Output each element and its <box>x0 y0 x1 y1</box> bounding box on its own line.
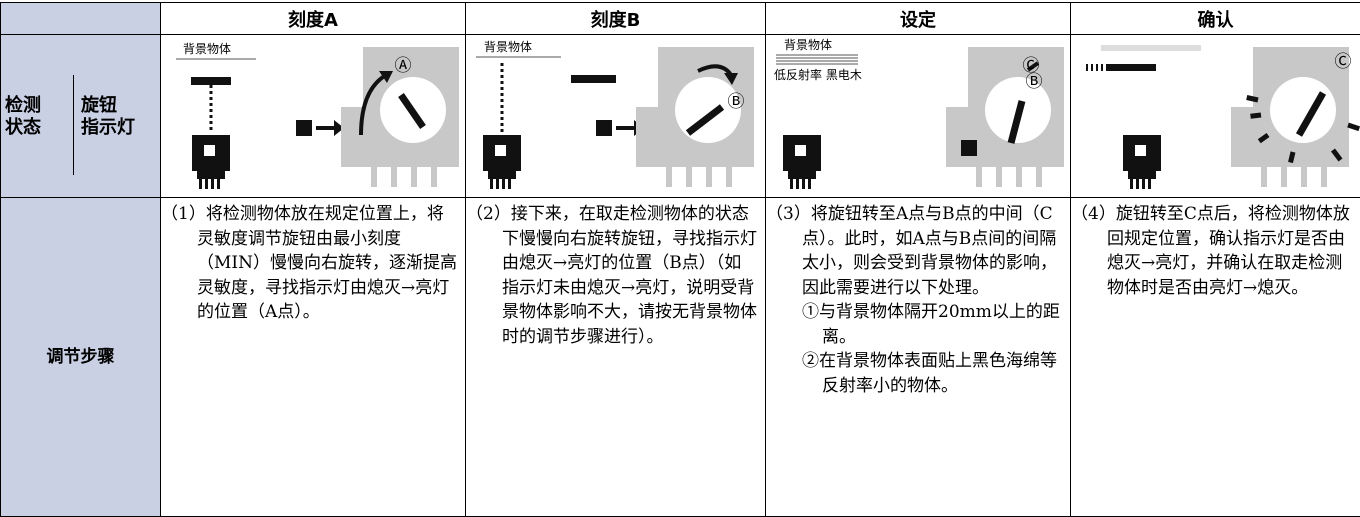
corner-cell <box>1 3 161 35</box>
sensor <box>197 169 225 179</box>
header-cell: 设定 <box>766 3 1071 35</box>
header-cell: 刻度A <box>161 3 466 35</box>
step-text: 将检测物体放在规定位置上，将灵敏度调节旋钮由最小刻度（MIN）慢慢向右旋转，逐渐… <box>197 204 457 322</box>
target <box>1101 45 1201 51</box>
target <box>1086 64 1088 71</box>
pin <box>790 179 793 189</box>
label-text: 旋钮 <box>81 95 135 117</box>
pin <box>706 167 712 187</box>
header-cell: 确认 <box>1071 3 1360 35</box>
step-text: 接下来，在取走检测物体的状态下慢慢向右旋转旋钮，寻找指示灯由熄灭→亮灯的位置（B… <box>502 204 757 347</box>
target <box>1096 64 1098 71</box>
diagram: 背景物体 Ⓐ <box>161 35 465 193</box>
indicator <box>495 145 506 156</box>
sensor <box>788 169 816 179</box>
pin <box>686 167 692 187</box>
step: （4）旋钮转至C点后，将检测物体放回规定位置，确认指示灯是否由熄灭→亮灯，并确认… <box>1071 198 1360 300</box>
step: （3）将旋钮转至A点与B点的中间（C点）。此时，如A点与B点间的间隔太小，则会受… <box>766 198 1070 300</box>
step: （1）将检测物体放在规定位置上，将灵敏度调节旋钮由最小刻度（MIN）慢慢向右旋转… <box>161 198 465 325</box>
target <box>1106 64 1156 71</box>
pin <box>371 167 377 187</box>
indicator <box>1135 145 1146 156</box>
position-marker: Ⓑ <box>1026 72 1043 92</box>
object-label: 低反射率 黑电木 <box>774 67 862 82</box>
step: （2）接下来，在取走检测物体的状态下慢慢向右旋转旋钮，寻找指示灯由熄灭→亮灯的位… <box>466 198 765 349</box>
pin <box>502 179 505 189</box>
pin <box>1261 167 1267 187</box>
label-text: 检测 <box>5 95 41 117</box>
label-text: 状态 <box>5 117 41 139</box>
indicator <box>596 120 612 136</box>
object-label: 背景物体 <box>484 40 532 54</box>
row-label: 调节步骤 <box>1 198 161 517</box>
light-ray <box>1348 125 1359 129</box>
diagram: Ⓒ <box>1071 35 1360 193</box>
pin <box>1016 167 1022 187</box>
step-cell: （4）旋钮转至C点后，将检测物体放回规定位置，确认指示灯是否由熄灭→亮灯，并确认… <box>1071 198 1360 517</box>
step-cell: （1）将检测物体放在规定位置上，将灵敏度调节旋钮由最小刻度（MIN）慢慢向右旋转… <box>161 198 466 517</box>
header-cell: 刻度B <box>466 3 766 35</box>
step-number: （2） <box>466 204 511 224</box>
pin <box>1301 167 1307 187</box>
step-cell: （3）将旋钮转至A点与B点的中间（C点）。此时，如A点与B点间的间隔太小，则会受… <box>766 198 1071 517</box>
step-item: ②在背景物体表面贴上黑色海绵等反射率小的物体。 <box>766 349 1070 398</box>
target <box>571 75 616 83</box>
object-label: 背景物体 <box>183 42 231 56</box>
pin <box>1036 167 1042 187</box>
step-number: （3） <box>766 204 811 224</box>
light-ray <box>1251 115 1262 116</box>
step-number: （4） <box>1071 204 1116 224</box>
target <box>1091 64 1093 71</box>
pin <box>217 179 220 189</box>
pin <box>1321 167 1327 187</box>
step-text: 旋钮转至C点后，将检测物体放回规定位置，确认指示灯是否由熄灭→亮灯，并确认在取走… <box>1107 204 1350 298</box>
position-marker: Ⓐ <box>395 56 412 76</box>
pin <box>1142 179 1145 189</box>
row-label: 检测状态 旋钮指示灯 <box>1 35 161 198</box>
pin <box>1148 179 1151 189</box>
pin <box>211 179 214 189</box>
pin <box>496 179 499 189</box>
step-item: ①与背景物体隔开20mm以上的距离。 <box>766 300 1070 349</box>
indicator <box>961 140 977 156</box>
indicator <box>296 120 312 136</box>
indicator <box>795 145 806 156</box>
object-label: 背景物体 <box>784 38 832 52</box>
label-text: 指示灯 <box>81 117 135 139</box>
pin <box>508 179 511 189</box>
pin <box>976 167 982 187</box>
target <box>1101 64 1103 71</box>
pin <box>808 179 811 189</box>
position-marker: Ⓒ <box>1335 52 1352 72</box>
light-ray <box>1291 152 1294 163</box>
pin <box>431 167 437 187</box>
pin <box>1130 179 1133 189</box>
pin <box>1136 179 1139 189</box>
pin <box>726 167 732 187</box>
pin <box>199 179 202 189</box>
pin <box>796 179 799 189</box>
pin <box>205 179 208 189</box>
step-text: 将旋钮转至A点与B点的中间（C点）。此时，如A点与B点间的间隔太小，则会受到背景… <box>802 204 1057 298</box>
pin <box>490 179 493 189</box>
step-number: （1） <box>161 204 206 224</box>
step-cell: （2）接下来，在取走检测物体的状态下慢慢向右旋转旋钮，寻找指示灯由熄灭→亮灯的位… <box>466 198 766 517</box>
pin <box>411 167 417 187</box>
target <box>191 77 231 85</box>
light-ray <box>1247 98 1258 101</box>
pin <box>666 167 672 187</box>
pin <box>996 167 1002 187</box>
pin <box>802 179 805 189</box>
pin <box>1281 167 1287 187</box>
sensor <box>488 169 516 179</box>
position-marker: Ⓑ <box>728 92 745 112</box>
diagram: 背景物体 Ⓑ <box>466 35 765 193</box>
indicator <box>204 145 215 156</box>
sensor <box>1128 169 1156 179</box>
pin <box>391 167 397 187</box>
